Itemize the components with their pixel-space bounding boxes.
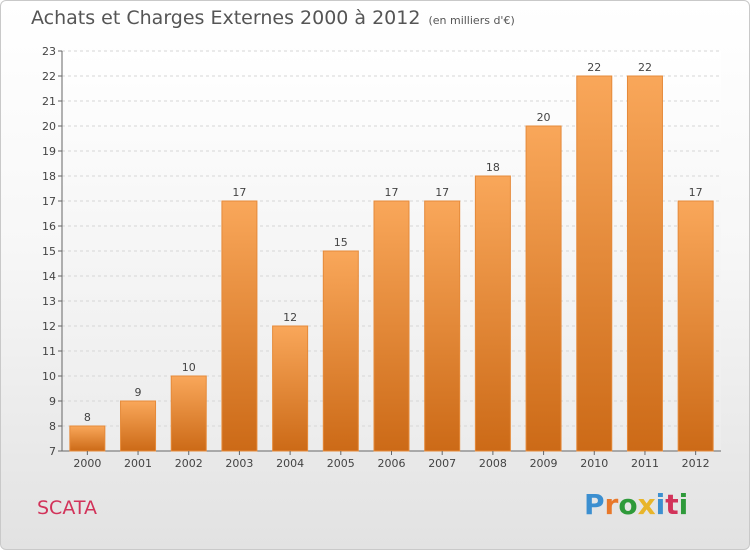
- x-tick-label-2000: 2000: [73, 457, 101, 470]
- bar-2004: [272, 325, 309, 452]
- y-tick-label: 21: [42, 95, 56, 108]
- bar-2001: [120, 400, 157, 452]
- y-tick-label: 18: [42, 170, 56, 183]
- bar-2007: [424, 200, 461, 452]
- y-tick-label: 22: [42, 70, 56, 83]
- x-tick-label-2007: 2007: [428, 457, 456, 470]
- y-tick-label: 19: [42, 145, 56, 158]
- value-label-2010: 22: [587, 61, 601, 74]
- bar-2012: [677, 200, 714, 452]
- bar-2002: [170, 375, 207, 452]
- value-label-2002: 10: [182, 361, 196, 374]
- logo-letter: x: [637, 488, 656, 521]
- y-tick-label: 14: [42, 270, 56, 283]
- bar-2003: [221, 200, 258, 452]
- y-tick-label: 13: [42, 295, 56, 308]
- x-tick-label-2003: 2003: [225, 457, 253, 470]
- commune-name: SCATA: [37, 497, 97, 519]
- logo-letter: i: [655, 488, 666, 521]
- x-tick-label-2011: 2011: [631, 457, 659, 470]
- value-label-2004: 12: [283, 311, 297, 324]
- bar-2008: [474, 175, 511, 452]
- y-tick-label: 8: [49, 420, 56, 433]
- x-tick-label-2006: 2006: [378, 457, 406, 470]
- y-tick-label: 15: [42, 245, 56, 258]
- x-tick-label-2002: 2002: [175, 457, 203, 470]
- y-tick-label: 9: [49, 395, 56, 408]
- value-label-2006: 17: [385, 186, 399, 199]
- chart-title-text: Achats et Charges Externes 2000 à 2012: [31, 7, 421, 29]
- proxiti-logo: Proxiti: [584, 488, 688, 521]
- value-label-2009: 20: [537, 111, 551, 124]
- value-label-2000: 8: [84, 411, 91, 424]
- bar-2010: [576, 75, 613, 452]
- bar-2011: [626, 75, 663, 452]
- y-tick-label: 12: [42, 320, 56, 333]
- y-tick-label: 10: [42, 370, 56, 383]
- x-tick-label-2009: 2009: [530, 457, 558, 470]
- bar-2009: [525, 125, 562, 452]
- bar-2006: [373, 200, 410, 452]
- y-tick-label: 20: [42, 120, 56, 133]
- value-label-2011: 22: [638, 61, 652, 74]
- y-tick-label: 7: [49, 445, 56, 458]
- logo-letter: r: [604, 488, 619, 521]
- value-label-2008: 18: [486, 161, 500, 174]
- x-tick-label-2010: 2010: [580, 457, 608, 470]
- chart-title: Achats et Charges Externes 2000 à 2012 (e…: [31, 7, 515, 29]
- y-tick-label: 11: [42, 345, 56, 358]
- value-label-2001: 9: [135, 386, 142, 399]
- value-label-2003: 17: [232, 186, 246, 199]
- logo-letter: i: [678, 488, 689, 521]
- y-tick-label: 23: [42, 45, 56, 58]
- x-tick-label-2012: 2012: [682, 457, 710, 470]
- chart-subtitle: (en milliers d'€): [428, 14, 515, 27]
- logo-letter: P: [584, 488, 605, 521]
- x-tick-label-2005: 2005: [327, 457, 355, 470]
- logo-letter: o: [618, 488, 638, 521]
- y-tick-label: 17: [42, 195, 56, 208]
- bar-2005: [322, 250, 359, 452]
- value-label-2007: 17: [435, 186, 449, 199]
- value-label-2005: 15: [334, 236, 348, 249]
- x-tick-label-2001: 2001: [124, 457, 152, 470]
- x-tick-label-2004: 2004: [276, 457, 304, 470]
- value-label-2012: 17: [689, 186, 703, 199]
- x-tick-label-2008: 2008: [479, 457, 507, 470]
- logo-letter: t: [665, 488, 679, 521]
- bar-2000: [69, 425, 106, 452]
- y-tick-label: 16: [42, 220, 56, 233]
